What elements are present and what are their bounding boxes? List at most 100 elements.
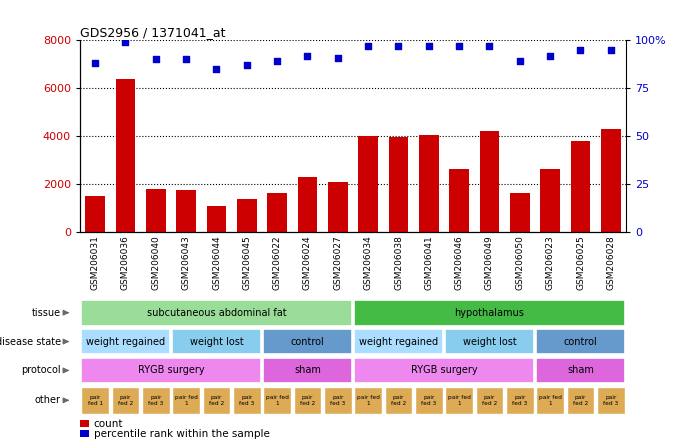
Bar (354, 300, 625, 325)
Text: count: count (93, 419, 123, 428)
Text: pair
fed 3: pair fed 3 (422, 395, 437, 406)
Text: other: other (35, 395, 61, 405)
Text: disease state: disease state (0, 337, 61, 347)
Point (302, 52, 313, 59)
Text: tissue: tissue (32, 308, 61, 317)
Text: hypothalamus: hypothalamus (455, 308, 524, 317)
Text: pair
fed 2: pair fed 2 (482, 395, 497, 406)
Text: pair fed
1: pair fed 1 (266, 395, 289, 406)
Text: subcutaneous abdominal fat: subcutaneous abdominal fat (146, 308, 286, 317)
Bar (111, 387, 140, 414)
Text: control: control (564, 337, 598, 347)
Point (605, 46, 616, 53)
Bar (85, 196, 105, 232)
Point (211, 65, 222, 72)
Text: pair
fed 2: pair fed 2 (573, 395, 588, 406)
Bar (263, 357, 352, 383)
Text: weight lost: weight lost (463, 337, 516, 347)
Point (514, 58, 525, 65)
Point (272, 58, 283, 65)
Bar (445, 329, 533, 354)
Bar (601, 129, 621, 232)
Bar (510, 193, 530, 232)
Bar (419, 135, 439, 232)
Bar (506, 387, 533, 414)
Text: RYGB surgery: RYGB surgery (138, 365, 205, 376)
Point (151, 56, 162, 63)
Point (575, 46, 586, 53)
Bar (536, 329, 625, 354)
Bar (82, 329, 170, 354)
Bar (324, 387, 352, 414)
Text: weight lost: weight lost (189, 337, 243, 347)
Text: pair fed
1: pair fed 1 (175, 395, 198, 406)
Bar (82, 387, 109, 414)
Bar (82, 300, 352, 325)
Text: pair
fed 3: pair fed 3 (148, 395, 164, 406)
Bar (267, 193, 287, 232)
Bar (115, 79, 135, 232)
Point (363, 43, 374, 50)
Text: pair
fed 2: pair fed 2 (118, 395, 133, 406)
Text: pair
fed 2: pair fed 2 (391, 395, 406, 406)
Bar (176, 190, 196, 232)
Bar (207, 206, 227, 232)
Bar (385, 387, 413, 414)
Bar (354, 329, 443, 354)
Bar (172, 387, 200, 414)
Text: pair fed
1: pair fed 1 (448, 395, 471, 406)
Bar (80, 420, 89, 427)
Bar (536, 387, 564, 414)
Point (484, 43, 495, 50)
Text: sham: sham (567, 365, 594, 376)
Point (545, 52, 556, 59)
Text: weight regained: weight regained (86, 337, 165, 347)
Bar (571, 141, 590, 232)
Point (90, 60, 101, 67)
Bar (536, 357, 625, 383)
Point (180, 56, 191, 63)
Text: RYGB surgery: RYGB surgery (410, 365, 477, 376)
Bar (540, 169, 560, 232)
Bar (445, 387, 473, 414)
Bar (237, 198, 256, 232)
Bar (480, 131, 500, 232)
Text: pair
fed 2: pair fed 2 (300, 395, 315, 406)
Bar (359, 136, 378, 232)
Bar (294, 387, 321, 414)
Bar (142, 387, 170, 414)
Bar (298, 177, 317, 232)
Bar (354, 387, 382, 414)
Bar (597, 387, 625, 414)
Bar (475, 387, 504, 414)
Point (424, 43, 435, 50)
Point (453, 43, 464, 50)
Text: pair
fed 3: pair fed 3 (239, 395, 254, 406)
Bar (567, 387, 594, 414)
Text: pair fed
1: pair fed 1 (357, 395, 379, 406)
Text: protocol: protocol (21, 365, 61, 376)
Point (332, 54, 343, 61)
Bar (263, 387, 291, 414)
Text: pair
fed 3: pair fed 3 (603, 395, 618, 406)
Bar (263, 329, 352, 354)
Bar (172, 329, 261, 354)
Point (241, 62, 252, 69)
Text: pair fed
1: pair fed 1 (539, 395, 562, 406)
Text: control: control (291, 337, 324, 347)
Bar (80, 430, 89, 437)
Bar (415, 387, 443, 414)
Bar (202, 387, 231, 414)
Bar (233, 387, 261, 414)
Bar (388, 138, 408, 232)
Point (120, 39, 131, 46)
Bar (354, 357, 533, 383)
Bar (449, 169, 469, 232)
Bar (328, 182, 348, 232)
Text: pair
fed 3: pair fed 3 (512, 395, 527, 406)
Text: weight regained: weight regained (359, 337, 438, 347)
Text: pair
fed 3: pair fed 3 (330, 395, 346, 406)
Text: pair
fed 1: pair fed 1 (88, 395, 103, 406)
Bar (82, 357, 261, 383)
Bar (146, 189, 166, 232)
